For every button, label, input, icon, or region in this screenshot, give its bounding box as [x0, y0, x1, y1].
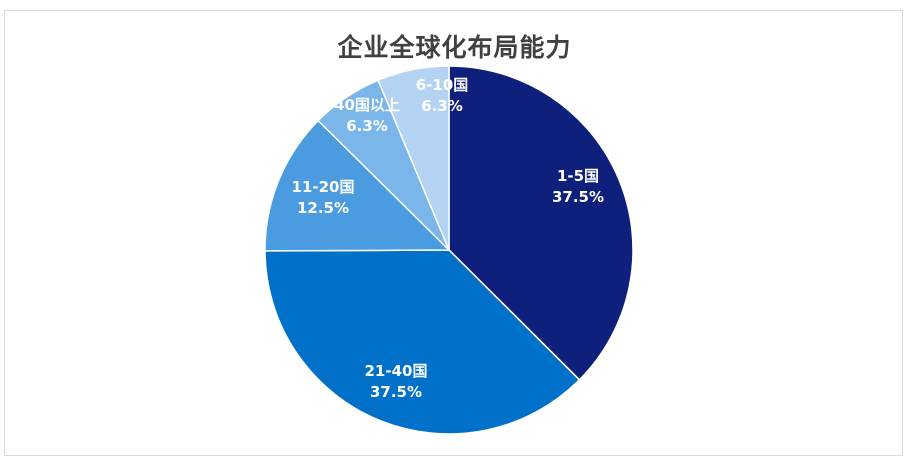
slice-category-label: 21-40国 — [365, 362, 428, 380]
slice-category-label: 6-10国 — [416, 76, 469, 94]
slice-data-label-4: 6-10国 6.3% — [416, 76, 469, 115]
slice-data-label-2: 11-20国 12.5% — [292, 178, 355, 217]
slice-data-label-1: 21-40国 37.5% — [365, 362, 428, 401]
pie-slices — [264, 65, 634, 435]
pie-slice-1 — [264, 249, 581, 435]
slice-value-label: 37.5% — [370, 383, 422, 401]
slice-value-label: 37.5% — [552, 188, 604, 206]
slice-value-label: 12.5% — [297, 199, 349, 217]
pie-slice-4 — [377, 65, 450, 251]
slice-value-label: 6.3% — [421, 97, 463, 115]
slice-value-label: 6.3% — [346, 117, 388, 135]
slice-category-label: 11-20国 — [292, 178, 355, 196]
slice-data-label-3: 40国以上 6.3% — [334, 96, 400, 135]
slice-category-label: 1-5国 — [557, 167, 599, 185]
slice-category-label: 40国以上 — [334, 96, 400, 114]
pie-slice-2 — [264, 119, 451, 252]
chart-title: 企业全球化布局能力 — [337, 33, 572, 62]
pie-slice-0 — [448, 65, 634, 381]
pie-labels: 1-5国 37.5% 21-40国 37.5% 11-20国 12.5% 40国以上 6.3%… — [292, 76, 605, 401]
slice-data-label-0: 1-5国 37.5% — [552, 167, 604, 206]
